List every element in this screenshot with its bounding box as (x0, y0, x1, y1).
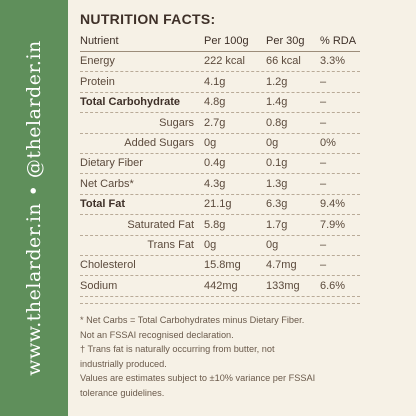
table-cell: Added Sugars (124, 137, 194, 149)
table-cell: 0% (320, 137, 336, 149)
table-cell: 1.2g (266, 75, 288, 88)
table-cell: – (320, 259, 327, 272)
table-cell: Energy (80, 55, 115, 68)
table-row: Dietary Fiber 0.4g 0.1g – (80, 153, 360, 175)
table-cell: 222 kcal (204, 55, 245, 68)
table-row: Sodium 442mg 133mg 6.6% (80, 276, 360, 297)
table-cell: – (320, 75, 327, 88)
table-row: Cholesterol 15.8mg 4.7mg – (80, 255, 360, 277)
footnotes: * Net Carbs = Total Carbohydrates minus … (80, 303, 360, 400)
header-cell: Per 30g (266, 35, 305, 47)
table-cell: Sodium (80, 279, 118, 292)
table-row: Added Sugars 0g 0g 0% (80, 133, 360, 154)
footnote-line: Values are estimates subject to ±10% var… (80, 373, 316, 383)
header-cell: Nutrient (80, 35, 119, 47)
table-cell: 66 kcal (266, 55, 301, 68)
table-cell: 15.8mg (204, 259, 241, 272)
table-row: Net Carbs* 4.3g 1.3g – (80, 174, 360, 195)
table-cell: 442mg (204, 279, 238, 292)
header-row: Nutrient Per 100g Per 30g % RDA (80, 31, 360, 52)
table-cell: 0.1g (266, 157, 288, 170)
table-cell: 4.1g (204, 75, 226, 88)
table-cell: 133mg (266, 279, 300, 292)
table-row: Sugars 2.7g 0.8g – (80, 113, 360, 134)
table-row: Trans Fat 0g 0g – (80, 235, 360, 256)
header-cell: % RDA (320, 35, 357, 47)
table-cell: 6.3g (266, 198, 288, 211)
table-cell: 2.7g (204, 116, 226, 129)
footnote-line: Not an FSSAI recognised declaration. (80, 329, 234, 340)
table-cell: 0g (266, 137, 279, 149)
table-cell: Saturated Fat (127, 218, 194, 231)
table-cell: 0g (204, 239, 217, 251)
table-cell: Protein (80, 75, 115, 88)
header-cell: Per 100g (204, 35, 249, 47)
table-row: Total Fat 21.1g 6.3g 9.4% (80, 194, 360, 216)
table-row: Saturated Fat 5.8g 1.7g 7.9% (80, 215, 360, 236)
footnote-line: tolerance guidelines. (80, 387, 165, 398)
title: NUTRITION FACTS: (80, 11, 216, 27)
footnote-line: † Trans fat is naturally occurring from … (80, 344, 275, 354)
table-cell: 3.3% (320, 55, 346, 68)
table-cell: 4.7mg (266, 259, 297, 272)
footnote-line: * Net Carbs = Total Carbohydrates minus … (80, 315, 305, 325)
table-cell: – (320, 239, 327, 251)
table-row: Total Carbohydrate 4.8g 1.4g – (80, 92, 360, 114)
table-cell: 1.4g (266, 96, 288, 109)
table-cell: Trans Fat (147, 239, 194, 251)
table-cell: Net Carbs* (80, 177, 134, 190)
table-cell: 0.4g (204, 157, 226, 170)
table-cell: 4.8g (204, 96, 226, 109)
table-cell: 0g (204, 137, 217, 149)
table-row: Protein 4.1g 1.2g – (80, 72, 360, 93)
table-cell: – (320, 177, 327, 190)
table-cell: Total Fat (80, 198, 126, 211)
table-cell: 9.4% (320, 198, 346, 211)
table-cell: 6.6% (320, 279, 346, 292)
table-cell: – (320, 157, 327, 170)
table-cell: Cholesterol (80, 259, 136, 272)
table-cell: 4.3g (204, 177, 226, 190)
footnote-line: industrially produced. (80, 358, 167, 369)
table-cell: 1.3g (266, 177, 288, 190)
sidebar: www.thelarder.in • @thelarder.in (0, 0, 68, 416)
table-cell: – (320, 96, 327, 109)
table-cell: Sugars (159, 116, 194, 129)
table-cell: Total Carbohydrate (80, 96, 181, 109)
table-row: Energy 222 kcal 66 kcal 3.3% (80, 51, 360, 73)
table-cell: 7.9% (320, 218, 346, 231)
table-cell: Dietary Fiber (80, 157, 143, 170)
sidebar-text: www.thelarder.in • @thelarder.in (23, 40, 45, 376)
table-cell: – (320, 116, 327, 129)
table-cell: 0.8g (266, 116, 288, 129)
table-cell: 1.7g (266, 218, 288, 231)
table-cell: 21.1g (204, 198, 232, 211)
table-cell: 5.8g (204, 218, 226, 231)
table-cell: 0g (266, 239, 279, 251)
